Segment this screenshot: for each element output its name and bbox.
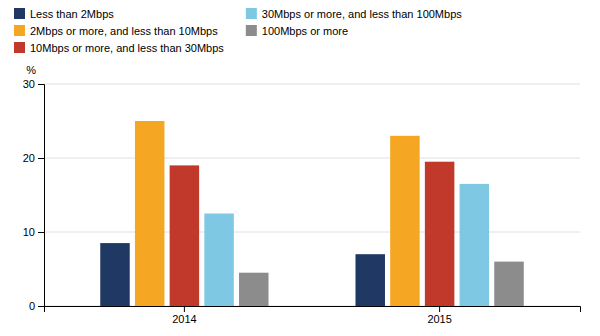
bar-series xyxy=(239,262,524,306)
bar xyxy=(135,121,164,306)
tick: 10 xyxy=(23,226,44,238)
bar-series xyxy=(135,121,420,306)
legend-item: 100Mbps or more xyxy=(246,25,348,37)
tick-mark xyxy=(184,306,185,312)
legend-label: 30Mbps or more, and less than 100Mbps xyxy=(262,8,462,20)
grid-line xyxy=(44,232,580,233)
legend-swatch xyxy=(14,25,25,36)
grid-line xyxy=(44,84,580,85)
axis-line xyxy=(45,307,581,313)
bar xyxy=(355,254,384,306)
tick: 30 xyxy=(23,78,44,90)
bar xyxy=(170,165,199,306)
legend-label: 2Mbps or more, and less than 10Mbps xyxy=(30,25,218,37)
bar xyxy=(494,262,523,306)
legend-item: 2Mbps or more, and less than 10Mbps xyxy=(14,25,218,37)
legend-swatch xyxy=(14,8,25,19)
legend-label: 10Mbps or more, and less than 30Mbps xyxy=(30,42,224,54)
chart: 0 10 20 30 2014 2015% Less than 2Mbps 2Mbps or … xyxy=(0,0,600,336)
tick-mark xyxy=(38,232,44,233)
tick-mark xyxy=(38,158,44,159)
legend: Less than 2Mbps 2Mbps or more, and less t… xyxy=(14,8,462,54)
grid xyxy=(44,84,580,306)
tick-label: 30 xyxy=(23,78,35,90)
bars xyxy=(100,121,523,306)
tick-label: 2014 xyxy=(172,313,196,325)
bar xyxy=(460,184,489,306)
y-axis-label: % xyxy=(26,64,36,76)
tick-label: 2015 xyxy=(427,313,451,325)
legend-item: Less than 2Mbps xyxy=(14,8,114,20)
bar-series xyxy=(170,162,455,306)
y-axis: 0 10 20 30 xyxy=(23,78,45,312)
plot: 0 10 20 30 2014 2015 xyxy=(23,78,581,325)
bar xyxy=(100,243,129,306)
grid-line xyxy=(44,158,580,159)
tick: 2015 xyxy=(427,306,451,325)
tick: 0 xyxy=(29,300,44,312)
tick-label: 20 xyxy=(23,152,35,164)
bar xyxy=(239,273,268,306)
bar-series xyxy=(204,184,489,306)
tick: 20 xyxy=(23,152,44,164)
tick-mark xyxy=(38,84,44,85)
legend-label: Less than 2Mbps xyxy=(30,8,114,20)
legend-item: 30Mbps or more, and less than 100Mbps xyxy=(246,8,462,20)
legend-swatch xyxy=(246,8,257,19)
bar xyxy=(425,162,454,306)
legend-swatch xyxy=(14,42,25,53)
tick-mark xyxy=(439,306,440,312)
x-axis: 2014 2015 xyxy=(45,306,581,325)
tick-label: 0 xyxy=(29,300,35,312)
bar xyxy=(204,214,233,307)
tick-mark xyxy=(38,306,44,307)
legend-swatch xyxy=(246,25,257,36)
legend-item: 10Mbps or more, and less than 30Mbps xyxy=(14,42,224,54)
tick: 2014 xyxy=(172,306,196,325)
bar xyxy=(390,136,419,306)
legend-label: 100Mbps or more xyxy=(262,25,348,37)
axis-line xyxy=(38,85,45,307)
tick-label: 10 xyxy=(23,226,35,238)
